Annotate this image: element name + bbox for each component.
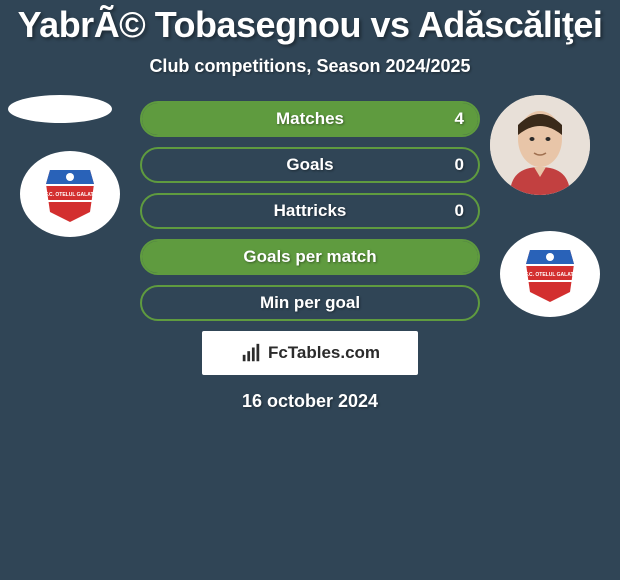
stat-label: Matches	[142, 103, 478, 135]
face-icon	[490, 95, 590, 195]
bar-chart-icon	[240, 342, 262, 364]
watermark-text: FcTables.com	[268, 343, 380, 363]
date-label: 16 october 2024	[0, 391, 620, 412]
player-left-avatar	[8, 95, 112, 123]
player-right-avatar	[490, 95, 590, 195]
page-subtitle: Club competitions, Season 2024/2025	[0, 56, 620, 77]
stat-row-hattricks: Hattricks 0	[140, 193, 480, 229]
stat-row-goals-per-match: Goals per match	[140, 239, 480, 275]
crest-icon: F.C. OTELUL GALATI	[520, 244, 580, 304]
stat-row-matches: Matches 4	[140, 101, 480, 137]
content-area: F.C. OTELUL GALATI F.C. OTELUL GALATI M	[0, 101, 620, 412]
stat-label: Goals per match	[142, 241, 478, 273]
stat-label: Min per goal	[142, 287, 478, 319]
stat-row-min-per-goal: Min per goal	[140, 285, 480, 321]
svg-text:F.C. OTELUL GALATI: F.C. OTELUL GALATI	[525, 272, 575, 278]
crest-icon: F.C. OTELUL GALATI	[40, 164, 100, 224]
stat-value: 0	[455, 149, 464, 181]
stat-value: 4	[455, 103, 464, 135]
stat-label: Goals	[142, 149, 478, 181]
page-title: YabrÃ© Tobasegnou vs Adăscăliţei	[0, 0, 620, 46]
stat-label: Hattricks	[142, 195, 478, 227]
svg-text:F.C. OTELUL GALATI: F.C. OTELUL GALATI	[45, 192, 95, 198]
club-right-crest: F.C. OTELUL GALATI	[500, 231, 600, 317]
stat-row-goals: Goals 0	[140, 147, 480, 183]
stats-panel: Matches 4 Goals 0 Hattricks 0 Goals per …	[140, 101, 480, 321]
stat-value: 0	[455, 195, 464, 227]
watermark-badge: FcTables.com	[202, 331, 418, 375]
club-left-crest: F.C. OTELUL GALATI	[20, 151, 120, 237]
